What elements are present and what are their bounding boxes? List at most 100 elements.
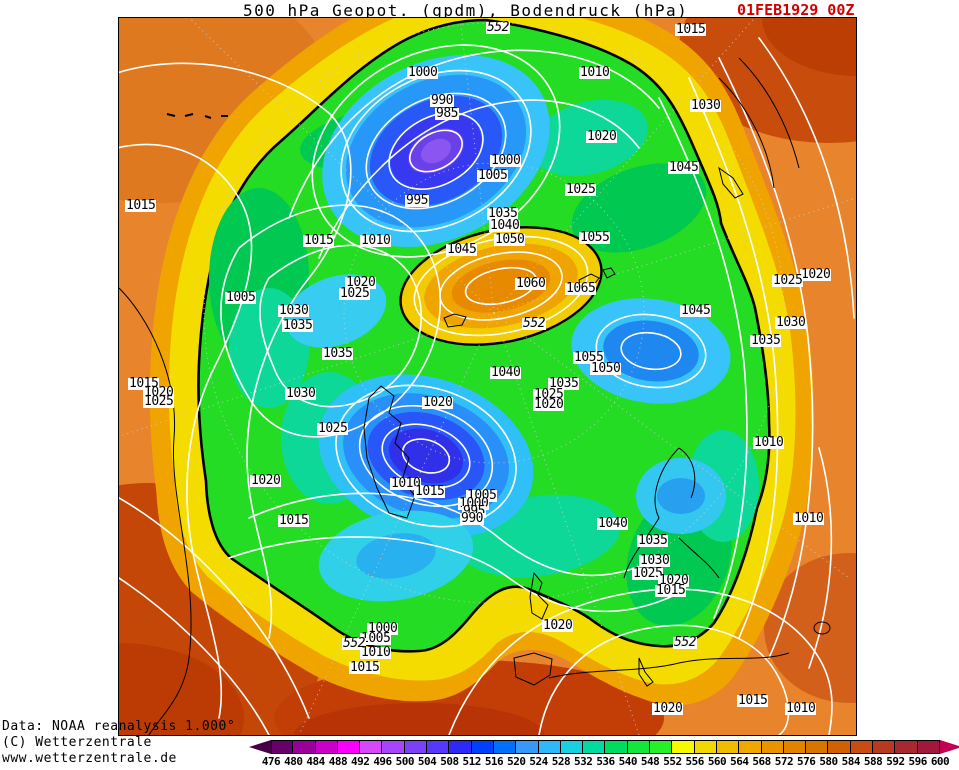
colorbar-tick-label: 568 <box>752 755 771 768</box>
colorbar-segment <box>493 740 517 754</box>
pressure-label: 1010 <box>360 645 392 660</box>
pressure-label: 1015 <box>414 484 446 499</box>
colorbar-tick-label: 520 <box>507 755 526 768</box>
pressure-label: 1055 <box>573 350 605 365</box>
colorbar-tick-label: 528 <box>551 755 571 768</box>
pressure-label: 1030 <box>775 315 807 330</box>
pressure-label: 1045 <box>446 242 478 257</box>
pressure-label: 1035 <box>637 533 669 548</box>
pressure-label: 990 <box>460 511 484 526</box>
colorbar-segment <box>739 740 762 754</box>
pressure-field-svg <box>119 18 856 735</box>
colorbar-tick-label: 524 <box>529 755 548 768</box>
website-text: www.wetterzentrale.de <box>2 751 177 766</box>
colorbar-segment <box>828 740 851 754</box>
colorbar-segment <box>895 740 918 754</box>
colorbar-segment <box>694 740 717 754</box>
colorbar-segment <box>516 740 539 754</box>
pressure-label: 1010 <box>793 511 825 526</box>
geopotential-label: 552 <box>522 316 546 331</box>
pressure-label: 1025 <box>317 421 349 436</box>
pressure-label: 1015 <box>675 22 707 37</box>
colorbar-segment <box>360 740 383 754</box>
colorbar-segment <box>650 740 673 754</box>
pressure-label: 1050 <box>590 361 622 376</box>
colorbar-segment <box>806 740 829 754</box>
pressure-label: 1010 <box>390 476 422 491</box>
pressure-label: 1015 <box>655 583 687 598</box>
pressure-label: 1010 <box>579 65 611 80</box>
pressure-label: 1035 <box>750 333 782 348</box>
pressure-label: 1015 <box>303 233 335 248</box>
colorbar-tick-labels: 476 480 484 488 492 496 500 504 508 512 516 520 524 5… <box>0 755 959 769</box>
graticule <box>119 18 856 735</box>
pressure-label: 1045 <box>668 160 700 175</box>
pressure-label: 1020 <box>250 473 282 488</box>
colorbar-tick-label: 540 <box>618 755 638 768</box>
colorbar-tick-label: 500 <box>395 755 415 768</box>
colorbar-tick-label: 584 <box>841 755 861 768</box>
colorbar-segment <box>538 740 561 754</box>
pressure-label: 1040 <box>490 365 522 380</box>
pressure-label: 1030 <box>690 98 722 113</box>
colorbar-segment <box>873 740 896 754</box>
pressure-label: 1020 <box>345 275 377 290</box>
colorbar-segment <box>293 740 316 754</box>
colorbar-segment <box>315 740 338 754</box>
map-date: 01FEB1929 00Z <box>737 1 855 19</box>
pressure-label: 985 <box>435 106 459 121</box>
pressure-label: 1045 <box>680 303 712 318</box>
geopotential-label: 552 <box>342 636 366 651</box>
colorbar-tick-label: 480 <box>284 755 303 768</box>
pressure-label: 1025 <box>339 286 371 301</box>
pressure-label: 1020 <box>652 701 684 716</box>
pressure-label: 1020 <box>658 573 690 588</box>
pressure-label: 1015 <box>278 513 310 528</box>
colorbar-tick-label: 484 <box>306 755 325 768</box>
data-source-text: Data: NOAA reanalysis 1.000° <box>2 719 236 734</box>
pressure-label: 1035 <box>548 376 580 391</box>
colorbar-left-arrow <box>249 740 271 754</box>
pressure-label: 1020 <box>422 395 454 410</box>
pressure-label: 1025 <box>143 394 175 409</box>
pressure-label: 1055 <box>579 230 611 245</box>
geopotential-colorbar <box>249 740 959 754</box>
colorbar-tick-label: 564 <box>730 755 749 768</box>
pressure-label: 1035 <box>282 318 314 333</box>
colorbar-segment <box>917 740 940 754</box>
pressure-label: 1060 <box>515 276 547 291</box>
colorbar-segment <box>427 740 450 754</box>
colorbar-segment <box>337 740 361 754</box>
pressure-label: 1025 <box>772 273 804 288</box>
colorbar-tick-label: 588 <box>863 755 883 768</box>
pressure-label: 1035 <box>322 346 354 361</box>
pressure-label: 1010 <box>785 701 817 716</box>
colorbar-tick-label: 596 <box>908 755 928 768</box>
pressure-label: 1010 <box>753 435 785 450</box>
pressure-label: 1005 <box>477 168 509 183</box>
colorbar-tick-label: 488 <box>328 755 348 768</box>
pressure-label: 1000 <box>490 153 522 168</box>
pressure-label: 1035 <box>487 206 519 221</box>
pressure-label: 1040 <box>489 218 521 233</box>
weather-map: 552 1015 1000 1010 990 985 1030 1020 1000 1045 100… <box>118 17 857 736</box>
colorbar-tick-label: 600 <box>930 755 950 768</box>
map-label-layer: 552 1015 1000 1010 990 985 1030 1020 1000 1045 100… <box>119 18 856 735</box>
colorbar-segment <box>560 740 584 754</box>
colorbar-segment <box>716 740 740 754</box>
geopotential-label: 552 <box>673 635 697 650</box>
geopotential-label: 552 <box>486 20 510 35</box>
colorbar-tick-label: 536 <box>596 755 615 768</box>
pressure-label: 1020 <box>586 129 618 144</box>
pressure-label: 1040 <box>597 516 629 531</box>
colorbar-segment <box>471 740 494 754</box>
pressure-label: 1000 <box>367 621 399 636</box>
colorbar-tick-label: 560 <box>707 755 727 768</box>
pressure-label: 1030 <box>278 303 310 318</box>
pressure-label: 1025 <box>565 182 597 197</box>
colorbar-tick-label: 576 <box>797 755 816 768</box>
copyright-text: (C) Wetterzentrale <box>2 735 152 750</box>
pressure-label: 1030 <box>285 386 317 401</box>
colorbar-right-arrow <box>939 740 959 754</box>
